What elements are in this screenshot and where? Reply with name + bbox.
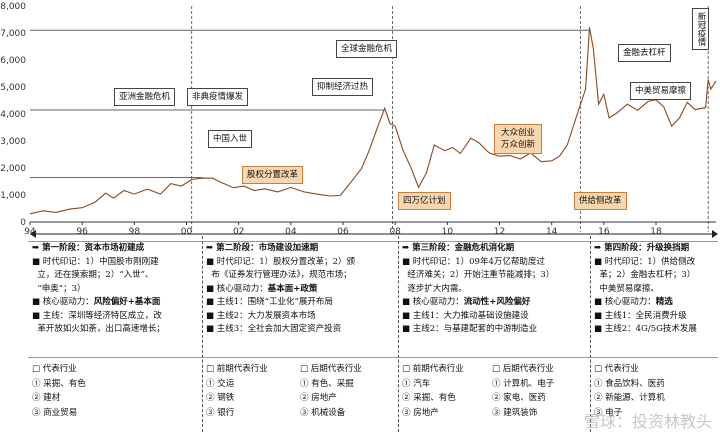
stage-3-early-industries: □ 前期代表行业 ① 汽车 ② 采掘、有色 ③ 房地产 xyxy=(402,364,464,418)
event-supply-side: 供给侧改革 xyxy=(574,192,627,210)
x-tick-label: 12 xyxy=(494,227,505,237)
stage-2-early-industries: □ 前期代表行业 ① 交运 ② 钢铁 ③ 银行 xyxy=(206,364,268,418)
x-tick-label: 00 xyxy=(181,227,193,237)
y-tick-label: 2,000 xyxy=(0,164,26,174)
checkbox-icon: □ xyxy=(300,364,311,374)
bullet-icon: ■ xyxy=(206,324,217,334)
bullet-icon: ■ xyxy=(206,256,217,267)
y-tick-label: 6,000 xyxy=(0,56,26,66)
table-divider-3 xyxy=(590,236,591,432)
x-tick-label: 14 xyxy=(546,227,558,237)
arrow-icon: ➡ xyxy=(32,243,43,253)
checkbox-icon: □ xyxy=(206,364,217,374)
bullet-icon: ■ xyxy=(402,297,413,307)
bullet-icon: ■ xyxy=(206,283,217,294)
x-tick-label: 96 xyxy=(76,227,88,237)
y-tick-label: 4,000 xyxy=(0,110,26,120)
stage-4-text: ➡ 第四阶段：升级换挡期 ■ 时代印记：1）供给侧改 革；2）金融去杠杆；3） … xyxy=(594,243,697,334)
x-tick-label: 18 xyxy=(650,227,662,237)
bullet-icon: ■ xyxy=(32,256,43,267)
checkbox-icon: □ xyxy=(402,364,413,374)
event-asian-crisis: 亚洲金融危机 xyxy=(114,88,176,106)
table-divider-1 xyxy=(202,236,203,432)
bullet-icon: ■ xyxy=(32,297,43,307)
stage-3-late-industries: □ 后期代表行业 ① 计算机、电子 ② 家电、医药 ③ 建筑装饰 xyxy=(492,364,555,418)
event-share-reform: 股权分置改革 xyxy=(242,166,304,184)
stage-2-late-industries: □ 后期代表行业 ① 有色、采掘 ② 房地产 ③ 机械设备 xyxy=(300,364,362,418)
x-tick-label: 10 xyxy=(442,227,454,237)
stage-2-text: ➡ 第二阶段：市场建设加速期 ■ 时代印记：1）股权分置改革；2）颁 布《证券发… xyxy=(206,243,356,334)
event-4trillion: 四万亿计划 xyxy=(398,192,451,210)
stage-1-industries: □ 代表行业 ① 采掘、有色 ② 建材 ③ 商业贸易 xyxy=(32,364,86,418)
watermark: 雪球：投资林教头 xyxy=(583,412,712,431)
arrow-icon: ➡ xyxy=(594,243,605,253)
stage-1-text: ➡ 第一阶段：资本市场初建成 ■ 时代印记：1）中国股市刚刚建 立，还在摸索期；… xyxy=(32,243,165,334)
x-tick-label: 98 xyxy=(129,227,141,237)
x-tick-label: 04 xyxy=(285,227,297,237)
bullet-icon: ■ xyxy=(206,297,217,307)
event-trade-friction: 中美贸易摩擦 xyxy=(630,82,692,100)
phase-arrow-tail xyxy=(30,230,36,238)
phase-arrow-head xyxy=(712,230,718,238)
checkbox-icon: □ xyxy=(492,364,503,374)
event-innovation: 大众创业 万众创新 xyxy=(494,124,542,154)
table-separator-top xyxy=(28,241,718,242)
x-tick-label: 16 xyxy=(598,227,610,237)
y-tick-label: 7,000 xyxy=(0,29,26,39)
arrow-icon: ➡ xyxy=(402,243,413,253)
y-tick-label: 0 xyxy=(20,218,26,228)
x-tick-label: 02 xyxy=(233,227,244,237)
x-tick-label: 06 xyxy=(337,227,349,237)
bullet-icon: ■ xyxy=(594,256,605,267)
checkbox-icon: □ xyxy=(594,364,605,374)
event-deleveraging: 金融去杠杆 xyxy=(618,44,671,62)
x-tick-label: 08 xyxy=(389,227,401,237)
event-curb-overheating: 抑制经济过热 xyxy=(312,78,374,96)
stage-4-industries: □ 代表行业 ① 食品饮料、医药 ② 新能源、计算机 ③ 电子 xyxy=(594,364,665,418)
table-separator-mid xyxy=(28,357,718,358)
y-tick-label: 1,000 xyxy=(0,191,26,201)
bullet-icon: ■ xyxy=(402,310,413,321)
event-wto: 中国入世 xyxy=(208,130,253,148)
arrow-icon: ➡ xyxy=(206,243,217,253)
bullet-icon: ■ xyxy=(594,324,605,334)
bullet-icon: ■ xyxy=(594,310,605,321)
bullet-icon: ■ xyxy=(32,310,43,321)
event-global-crisis: 全球金融危机 xyxy=(336,40,398,58)
table-divider-2 xyxy=(398,236,399,432)
bullet-icon: ■ xyxy=(402,324,413,334)
y-tick-label: 3,000 xyxy=(0,137,26,147)
bullet-icon: ■ xyxy=(594,297,605,307)
event-sars: 非典疫情爆发 xyxy=(187,88,249,106)
series-line xyxy=(29,27,717,215)
checkbox-icon: □ xyxy=(32,364,43,374)
event-covid: 新冠疫情 xyxy=(692,8,709,50)
stage-3-text: ➡ 第三阶段：金融危机消化期 ■ 时代印记：1）09年4万亿帮助度过 经济难关；… xyxy=(402,243,555,334)
bullet-icon: ■ xyxy=(206,310,217,321)
y-tick-label: 5,000 xyxy=(0,83,26,93)
x-tick-label: 94 xyxy=(24,227,36,237)
bullet-icon: ■ xyxy=(402,256,413,267)
y-tick-label: 8,000 xyxy=(0,2,26,12)
